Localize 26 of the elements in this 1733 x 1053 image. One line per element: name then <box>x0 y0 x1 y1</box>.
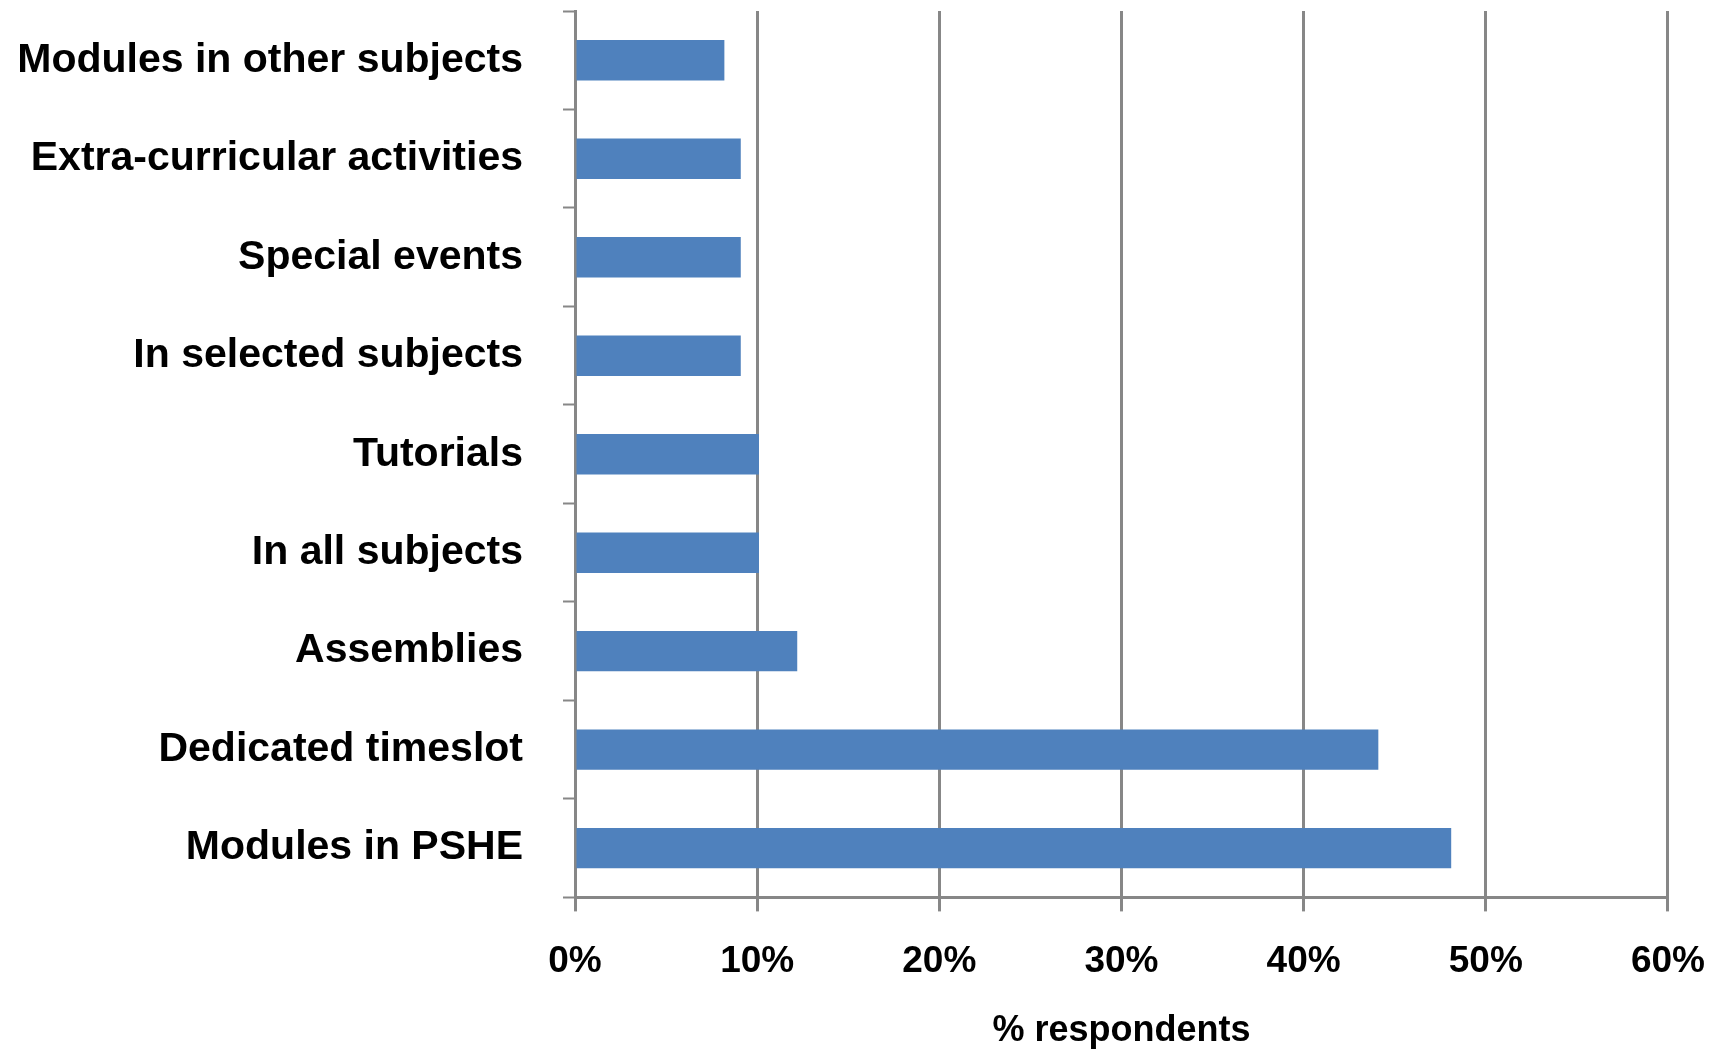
bar <box>576 40 725 81</box>
y-tick-label: In all subjects <box>251 527 523 573</box>
y-tick-label: Dedicated timeslot <box>158 723 524 770</box>
y-tick-label: Extra-curricular activities <box>30 133 523 180</box>
x-tick-label: 30% <box>1084 938 1159 980</box>
x-tick-label: 0% <box>548 938 602 980</box>
bar <box>576 434 759 475</box>
y-tick-label: In selected subjects <box>133 330 523 377</box>
x-tick-label: 40% <box>1266 938 1341 980</box>
y-tick-label: Modules in other subjects <box>17 34 523 81</box>
y-tick-label: Assemblies <box>295 625 523 672</box>
bar <box>576 335 741 376</box>
x-tick-label: 50% <box>1448 938 1523 980</box>
bar <box>576 532 759 573</box>
y-tick-label: Modules in PSHE <box>185 822 523 869</box>
bar <box>576 237 741 278</box>
y-tick-label: Tutorials <box>352 428 523 475</box>
bar <box>576 827 1452 869</box>
x-tick-label: 60% <box>1630 938 1705 980</box>
bar <box>576 729 1379 770</box>
x-axis-title: % respondents <box>992 1008 1251 1050</box>
y-tick-label: Special events <box>238 231 523 278</box>
x-tick-label: 20% <box>902 938 977 980</box>
bar <box>576 630 798 672</box>
x-tick-label: 10% <box>720 938 795 980</box>
bar <box>576 138 741 179</box>
